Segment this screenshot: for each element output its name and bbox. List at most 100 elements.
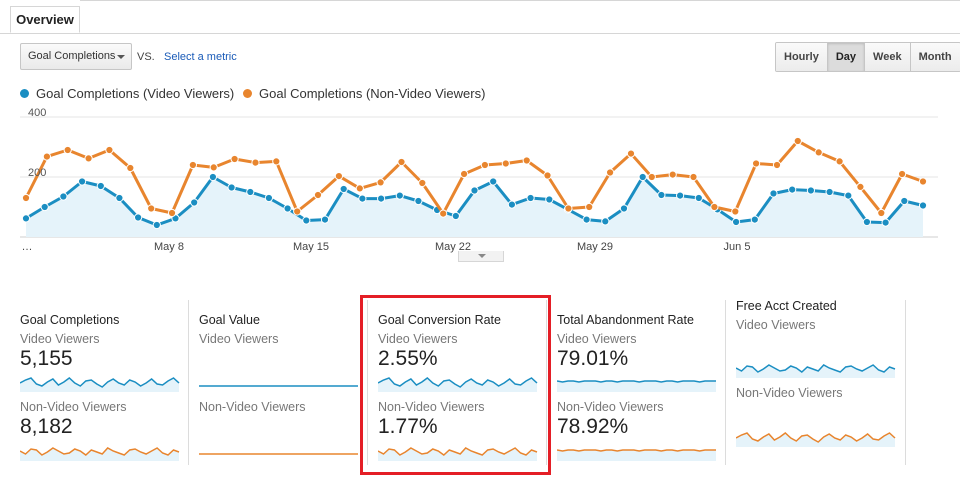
data-point[interactable] xyxy=(489,177,498,186)
data-point[interactable] xyxy=(320,215,330,224)
data-point[interactable] xyxy=(293,207,302,216)
data-point[interactable] xyxy=(188,160,197,170)
data-point[interactable] xyxy=(339,184,348,194)
data-point[interactable] xyxy=(209,163,218,172)
data-point[interactable] xyxy=(814,148,823,157)
data-point[interactable] xyxy=(167,208,177,218)
data-point[interactable] xyxy=(601,217,610,226)
data-point[interactable] xyxy=(376,178,385,187)
data-point[interactable] xyxy=(84,154,93,163)
data-point[interactable] xyxy=(439,209,448,218)
data-point[interactable] xyxy=(313,190,323,200)
scorecard[interactable]: Total Abandonment Rate Video Viewers 79.01… xyxy=(557,298,722,468)
data-point[interactable] xyxy=(582,215,591,224)
data-point[interactable] xyxy=(208,172,217,182)
data-point[interactable] xyxy=(105,145,114,155)
data-point[interactable] xyxy=(668,170,677,179)
data-point[interactable] xyxy=(918,201,928,210)
data-point[interactable] xyxy=(626,149,636,158)
data-point[interactable] xyxy=(302,216,311,225)
week-button[interactable]: Week xyxy=(864,43,910,71)
scorecard[interactable]: Goal Completions Video Viewers 5,155 Non-Vi… xyxy=(20,298,185,468)
data-point[interactable] xyxy=(334,172,343,181)
data-point[interactable] xyxy=(545,195,554,204)
data-point[interactable] xyxy=(451,211,460,221)
scorecard[interactable]: Goal Value Video Viewers Non-Video Viewers xyxy=(199,298,364,468)
month-button[interactable]: Month xyxy=(909,43,960,71)
data-point[interactable] xyxy=(134,213,143,222)
data-point[interactable] xyxy=(21,193,31,203)
data-point[interactable] xyxy=(272,157,281,166)
data-point[interactable] xyxy=(918,177,928,186)
data-point[interactable] xyxy=(470,186,479,195)
data-point[interactable] xyxy=(825,187,834,197)
data-point[interactable] xyxy=(750,215,759,224)
data-point[interactable] xyxy=(732,217,741,227)
metric-select[interactable]: Goal Completions xyxy=(20,43,132,70)
data-point[interactable] xyxy=(881,218,890,227)
data-point[interactable] xyxy=(564,204,573,213)
data-point[interactable] xyxy=(414,196,423,206)
data-point[interactable] xyxy=(190,198,199,207)
data-point[interactable] xyxy=(42,152,52,161)
data-point[interactable] xyxy=(147,204,156,213)
day-button[interactable]: Day xyxy=(826,43,865,71)
data-point[interactable] xyxy=(657,190,666,200)
data-point[interactable] xyxy=(585,202,594,212)
chart-collapse-handle[interactable] xyxy=(458,251,504,262)
data-point[interactable] xyxy=(769,189,778,198)
data-point[interactable] xyxy=(793,136,802,146)
data-point[interactable] xyxy=(40,202,49,212)
data-point[interactable] xyxy=(358,194,367,203)
legend-item-video[interactable]: Goal Completions (Video Viewers) xyxy=(20,86,234,101)
data-point[interactable] xyxy=(115,193,124,203)
data-point[interactable] xyxy=(96,181,105,191)
data-point[interactable] xyxy=(480,160,489,170)
scorecard[interactable]: Goal Conversion Rate Video Viewers 2.55% No… xyxy=(378,298,543,468)
data-point[interactable] xyxy=(772,160,782,170)
data-point[interactable] xyxy=(806,186,816,195)
select-metric-link[interactable]: Select a metric xyxy=(164,51,237,63)
data-point[interactable] xyxy=(395,191,404,200)
legend-item-non-video[interactable]: Goal Completions (Non-Video Viewers) xyxy=(243,86,485,101)
data-point[interactable] xyxy=(877,208,886,218)
data-point[interactable] xyxy=(21,214,31,223)
data-point[interactable] xyxy=(418,178,427,188)
data-point[interactable] xyxy=(230,154,239,164)
data-point[interactable] xyxy=(898,169,907,179)
data-point[interactable] xyxy=(835,157,844,166)
data-point[interactable] xyxy=(59,192,68,201)
data-point[interactable] xyxy=(283,204,292,213)
data-point[interactable] xyxy=(152,220,161,230)
data-point[interactable] xyxy=(647,172,656,182)
line-chart[interactable]: 200 400 … May 8 May 15 May 22 May 29 Jun 5 xyxy=(0,100,960,260)
data-point[interactable] xyxy=(355,184,364,193)
data-point[interactable] xyxy=(377,194,386,203)
data-point[interactable] xyxy=(264,193,273,203)
data-point[interactable] xyxy=(501,159,510,168)
data-point[interactable] xyxy=(856,182,865,192)
data-point[interactable] xyxy=(844,191,853,200)
data-point[interactable] xyxy=(246,187,255,197)
data-point[interactable] xyxy=(507,200,516,209)
data-point[interactable] xyxy=(63,145,72,155)
data-point[interactable] xyxy=(676,191,685,200)
data-point[interactable] xyxy=(689,172,698,182)
scorecard[interactable]: Free Acct Created Video Viewers Non-Video … xyxy=(736,298,901,468)
hourly-button[interactable]: Hourly xyxy=(776,43,827,71)
data-point[interactable] xyxy=(619,204,629,213)
data-point[interactable] xyxy=(862,217,872,227)
data-point[interactable] xyxy=(543,171,552,180)
data-point[interactable] xyxy=(606,168,615,177)
tab-overview[interactable]: Overview xyxy=(10,6,80,33)
data-point[interactable] xyxy=(227,183,236,192)
data-point[interactable] xyxy=(900,196,909,206)
data-point[interactable] xyxy=(710,202,719,212)
data-point[interactable] xyxy=(752,159,761,168)
data-point[interactable] xyxy=(522,156,531,165)
data-point[interactable] xyxy=(126,163,135,173)
data-point[interactable] xyxy=(397,157,406,167)
data-point[interactable] xyxy=(694,193,703,203)
data-point[interactable] xyxy=(638,172,647,182)
data-point[interactable] xyxy=(460,169,469,179)
